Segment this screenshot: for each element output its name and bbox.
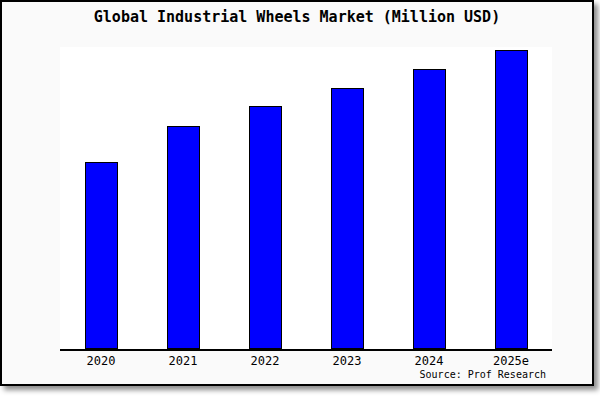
chart-frame: Global Industrial Wheels Market (Million… [0,0,594,386]
plot-area [60,47,552,351]
bar-2023 [331,88,364,349]
source-text: Source: Prof Research [420,369,546,380]
bar-2020 [85,162,118,349]
bar-2024 [413,69,446,349]
bar-2021 [167,126,200,349]
x-axis-labels: 202020212022202320242025e [60,354,552,368]
x-tick-label: 2023 [306,354,388,368]
bar-2025e [495,50,528,349]
x-tick-label: 2021 [142,354,224,368]
x-tick-label: 2024 [388,354,470,368]
x-tick-label: 2022 [224,354,306,368]
x-tick-label: 2020 [60,354,142,368]
bar-2022 [249,106,282,349]
chart-title: Global Industrial Wheels Market (Million… [2,8,592,26]
x-tick-label: 2025e [470,354,552,368]
